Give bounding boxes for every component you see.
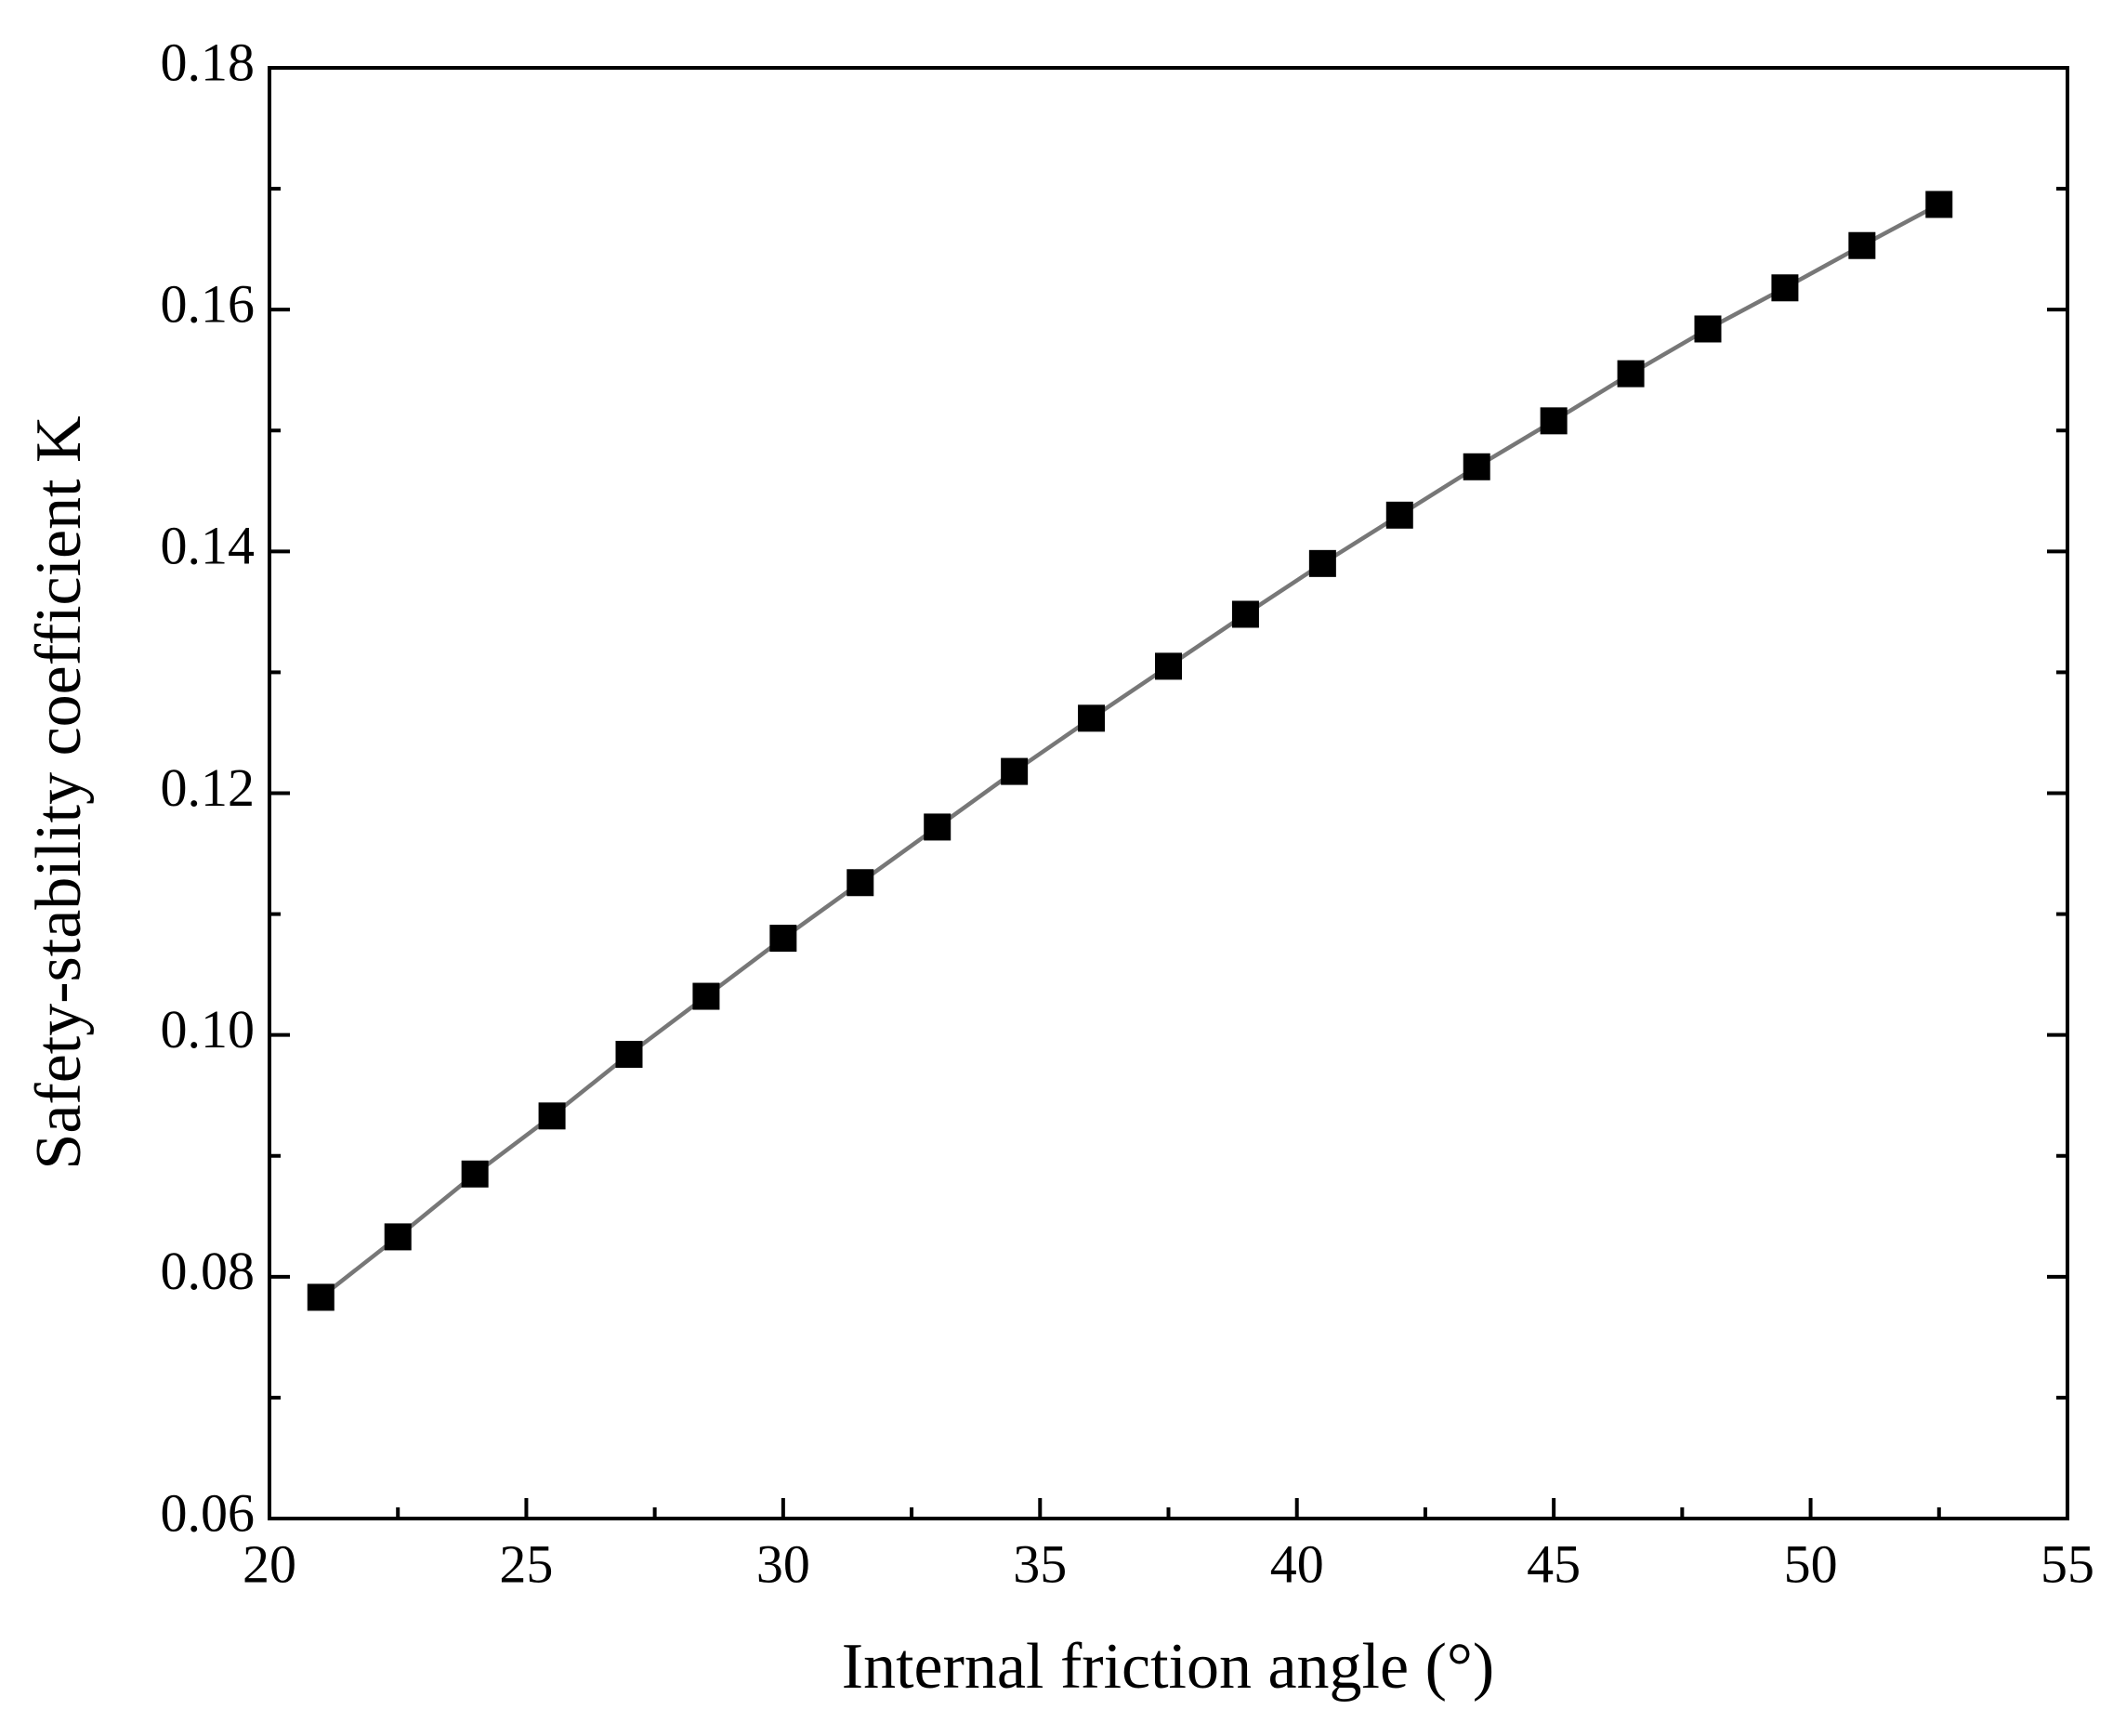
data-marker — [538, 1102, 566, 1130]
y-tick-label: 0.12 — [161, 757, 256, 818]
x-tick-label: 30 — [756, 1533, 810, 1594]
y-tick-label: 0.10 — [161, 999, 256, 1059]
y-tick-label: 0.08 — [161, 1241, 256, 1301]
data-marker — [384, 1223, 412, 1251]
y-axis-label: Safety-stability coefficient K — [23, 415, 95, 1169]
data-marker — [1463, 453, 1490, 480]
data-marker — [1617, 360, 1645, 388]
data-marker — [1925, 191, 1953, 218]
data-marker — [846, 869, 874, 897]
data-marker — [1540, 407, 1568, 435]
x-tick-label: 55 — [2041, 1533, 2094, 1594]
data-marker — [692, 982, 720, 1010]
y-tick-label: 0.14 — [161, 516, 256, 576]
x-tick-label: 25 — [499, 1533, 553, 1594]
data-marker — [769, 925, 797, 953]
y-tick-label: 0.16 — [161, 273, 256, 334]
x-tick-label: 45 — [1527, 1533, 1581, 1594]
data-marker — [1231, 600, 1259, 628]
data-marker — [1848, 231, 1876, 259]
data-marker — [307, 1283, 335, 1311]
x-tick-label: 20 — [243, 1533, 296, 1594]
data-marker — [1078, 704, 1106, 732]
y-tick-label: 0.18 — [161, 32, 256, 92]
data-line — [319, 203, 1940, 1299]
data-marker — [924, 813, 951, 841]
data-marker — [1771, 274, 1799, 302]
data-marker — [1155, 652, 1182, 680]
x-axis-label: Internal friction angle (°) — [842, 1631, 1494, 1703]
y-tick-label: 0.06 — [161, 1482, 256, 1543]
data-marker — [461, 1160, 489, 1188]
data-marker — [1001, 757, 1029, 785]
data-marker — [1308, 549, 1336, 577]
x-tick-label: 35 — [1013, 1533, 1067, 1594]
data-marker — [1694, 315, 1722, 343]
x-tick-label: 40 — [1270, 1533, 1324, 1594]
data-marker — [615, 1040, 643, 1068]
data-marker — [1385, 501, 1413, 529]
x-tick-label: 50 — [1784, 1533, 1838, 1594]
